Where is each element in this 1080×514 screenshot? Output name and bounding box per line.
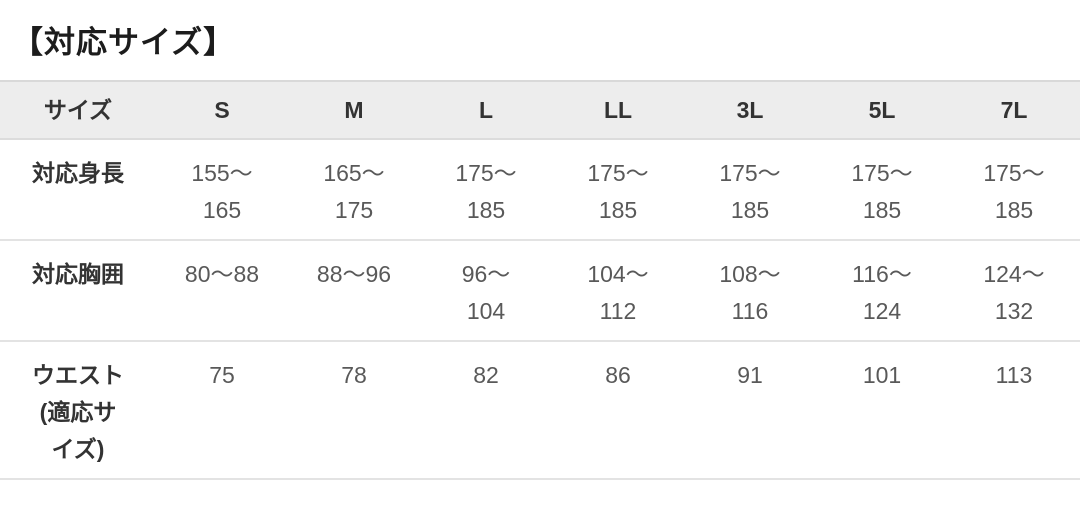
table-cell: 80〜88	[184, 261, 260, 287]
table-cell: 175〜 185	[587, 160, 649, 223]
table-row-waist: ウエスト (適応サ イズ) 75 78 82 86 91 101 113	[0, 341, 1080, 479]
table-cell: 124〜 132	[983, 261, 1045, 324]
table-cell: 175〜 185	[983, 160, 1045, 223]
table-cell: 175〜 185	[719, 160, 781, 223]
table-cell: 116〜 124	[852, 261, 912, 324]
column-header-ll: LL	[552, 80, 684, 140]
row-label-height: 対応身長	[32, 160, 124, 186]
table-cell: 175〜 185	[851, 160, 913, 223]
table-cell: 155〜 165	[191, 160, 253, 223]
column-header-s: S	[156, 80, 288, 140]
column-header-l: L	[420, 80, 552, 140]
table-cell: 104〜 112	[587, 261, 649, 324]
page-title: 【対応サイズ】	[12, 25, 236, 60]
table-cell: 96〜 104	[461, 261, 511, 324]
row-label-waist: ウエスト (適応サ イズ)	[32, 362, 124, 462]
column-header-5l: 5L	[816, 80, 948, 140]
column-header-3l: 3L	[684, 80, 816, 140]
table-row-height: 対応身長 155〜 165 165〜 175 175〜 185 175〜 185…	[0, 139, 1080, 240]
column-header-7l: 7L	[948, 80, 1080, 140]
table-cell: 108〜 116	[719, 261, 781, 324]
table-row-chest: 対応胸囲 80〜88 88〜96 96〜 104 104〜 112 108〜 1…	[0, 240, 1080, 341]
column-header-size-label: サイズ	[0, 80, 156, 140]
table-cell: 78	[341, 362, 367, 388]
column-header-m: M	[288, 80, 420, 140]
size-table: サイズ S M L LL 3L 5L 7L 対応身長 155〜 165 165〜…	[0, 80, 1080, 480]
row-label-chest: 対応胸囲	[32, 261, 124, 287]
table-cell: 165〜 175	[323, 160, 385, 223]
table-cell: 86	[605, 362, 631, 388]
table-cell: 101	[862, 362, 902, 388]
table-cell: 175〜 185	[455, 160, 517, 223]
table-header-row: サイズ S M L LL 3L 5L 7L	[0, 80, 1080, 140]
table-cell: 113	[995, 362, 1033, 388]
table-cell: 88〜96	[316, 261, 392, 287]
table-cell: 75	[209, 362, 235, 388]
size-chart-section: 【対応サイズ】 サイズ S M L LL 3L 5L 7L 対応身長 155〜 …	[0, 25, 1080, 480]
table-cell: 82	[473, 362, 499, 388]
table-cell: 91	[737, 362, 763, 388]
